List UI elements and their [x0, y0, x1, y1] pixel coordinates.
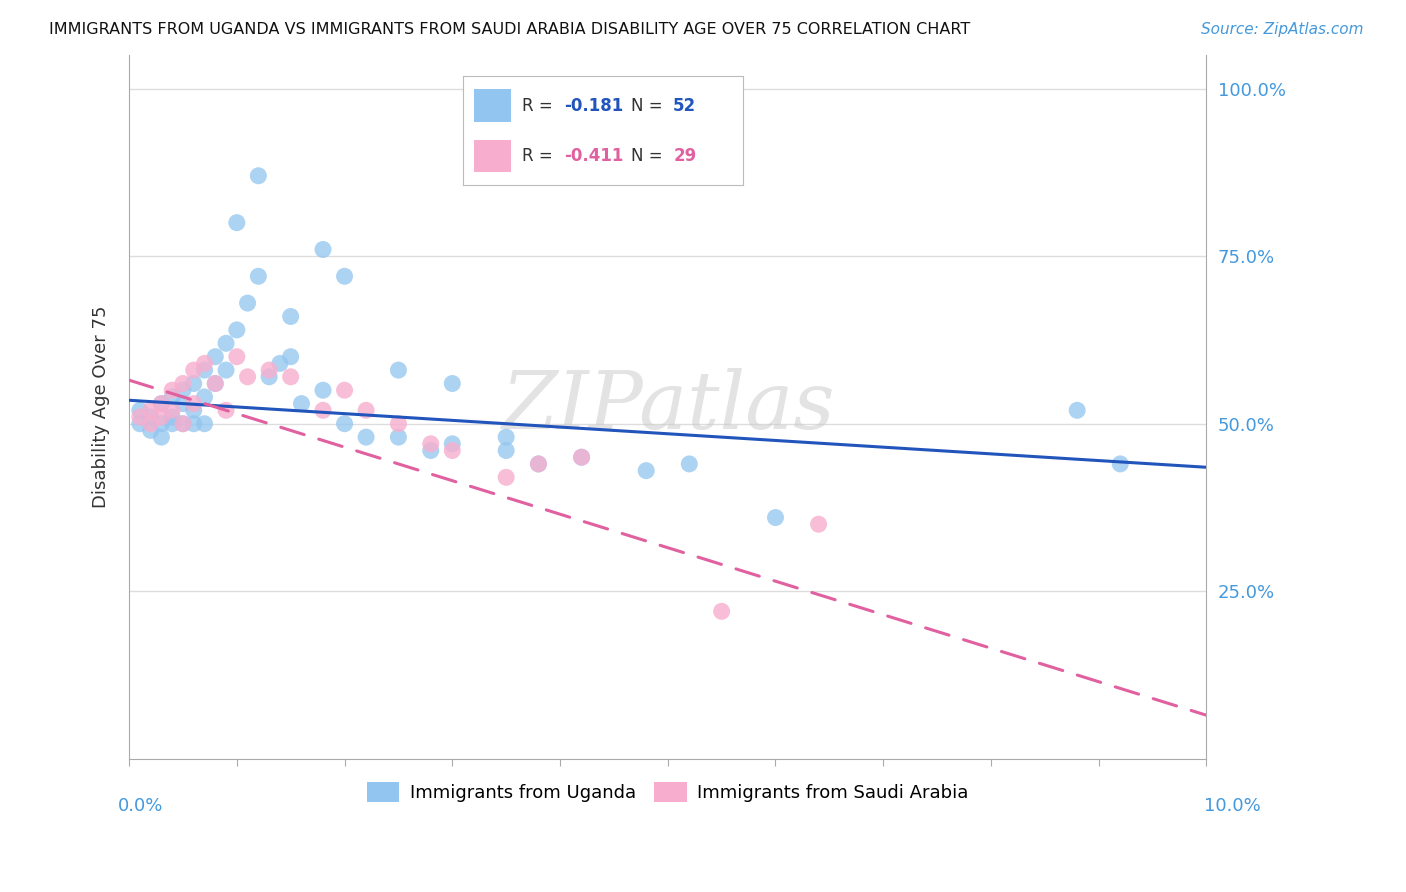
Point: [193, 363, 215, 377]
Point: [527, 457, 550, 471]
Point: [160, 383, 183, 397]
Point: [441, 376, 464, 391]
Point: [183, 403, 205, 417]
Point: [172, 396, 194, 410]
Text: Source: ZipAtlas.com: Source: ZipAtlas.com: [1201, 22, 1364, 37]
Point: [150, 430, 173, 444]
Point: [150, 417, 173, 431]
Point: [527, 457, 550, 471]
Point: [128, 403, 150, 417]
Point: [139, 410, 162, 425]
Point: [225, 323, 247, 337]
Text: 0.0%: 0.0%: [118, 797, 163, 815]
Point: [312, 243, 335, 257]
Point: [225, 350, 247, 364]
Point: [193, 390, 215, 404]
Point: [636, 464, 658, 478]
Point: [495, 470, 517, 484]
Point: [172, 417, 194, 431]
Y-axis label: Disability Age Over 75: Disability Age Over 75: [93, 306, 110, 508]
Point: [495, 430, 517, 444]
Point: [387, 417, 409, 431]
Point: [183, 363, 205, 377]
Point: [160, 410, 183, 425]
Point: [571, 450, 593, 465]
Point: [247, 269, 270, 284]
Point: [139, 403, 162, 417]
Point: [354, 430, 377, 444]
Point: [333, 269, 356, 284]
Point: [807, 517, 830, 532]
Point: [441, 437, 464, 451]
Point: [441, 443, 464, 458]
Point: [215, 336, 238, 351]
Point: [257, 369, 280, 384]
Point: [128, 417, 150, 431]
Point: [193, 417, 215, 431]
Point: [160, 417, 183, 431]
Point: [290, 396, 312, 410]
Point: [150, 396, 173, 410]
Point: [312, 383, 335, 397]
Point: [257, 363, 280, 377]
Point: [387, 363, 409, 377]
Point: [204, 376, 226, 391]
Legend: Immigrants from Uganda, Immigrants from Saudi Arabia: Immigrants from Uganda, Immigrants from …: [360, 775, 976, 810]
Text: ZIPatlas: ZIPatlas: [501, 368, 835, 446]
Point: [765, 510, 787, 524]
Point: [150, 410, 173, 425]
Point: [150, 396, 173, 410]
Point: [419, 443, 441, 458]
Point: [215, 363, 238, 377]
Point: [236, 296, 259, 310]
Point: [387, 430, 409, 444]
Point: [172, 376, 194, 391]
Point: [333, 383, 356, 397]
Point: [678, 457, 700, 471]
Point: [183, 396, 205, 410]
Point: [312, 403, 335, 417]
Point: [354, 403, 377, 417]
Point: [247, 169, 270, 183]
Point: [333, 417, 356, 431]
Text: 10.0%: 10.0%: [1204, 797, 1260, 815]
Point: [204, 376, 226, 391]
Point: [193, 356, 215, 370]
Point: [183, 376, 205, 391]
Point: [495, 443, 517, 458]
Point: [183, 417, 205, 431]
Point: [225, 216, 247, 230]
Point: [172, 417, 194, 431]
Text: IMMIGRANTS FROM UGANDA VS IMMIGRANTS FROM SAUDI ARABIA DISABILITY AGE OVER 75 CO: IMMIGRANTS FROM UGANDA VS IMMIGRANTS FRO…: [49, 22, 970, 37]
Point: [139, 424, 162, 438]
Point: [269, 356, 291, 370]
Point: [215, 403, 238, 417]
Point: [160, 403, 183, 417]
Point: [128, 410, 150, 425]
Point: [1066, 403, 1088, 417]
Point: [139, 417, 162, 431]
Point: [419, 437, 441, 451]
Point: [204, 350, 226, 364]
Point: [710, 604, 733, 618]
Point: [280, 350, 302, 364]
Point: [236, 369, 259, 384]
Point: [172, 383, 194, 397]
Point: [280, 310, 302, 324]
Point: [571, 450, 593, 465]
Point: [280, 369, 302, 384]
Point: [1109, 457, 1132, 471]
Point: [160, 390, 183, 404]
